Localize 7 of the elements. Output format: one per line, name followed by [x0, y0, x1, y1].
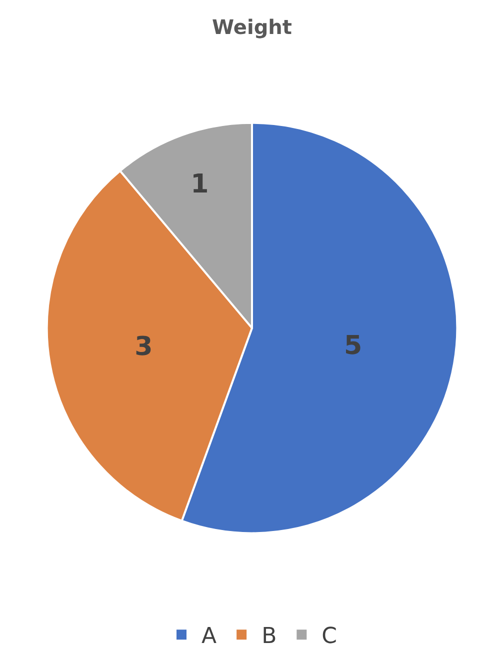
data-label: 3 — [134, 332, 153, 362]
legend-label: C — [322, 624, 338, 650]
chart-title: Weight — [212, 15, 292, 40]
legend-label: B — [262, 624, 277, 650]
data-label: 5 — [344, 330, 362, 361]
data-label: 1 — [190, 169, 209, 200]
legend-label: A — [202, 624, 217, 650]
